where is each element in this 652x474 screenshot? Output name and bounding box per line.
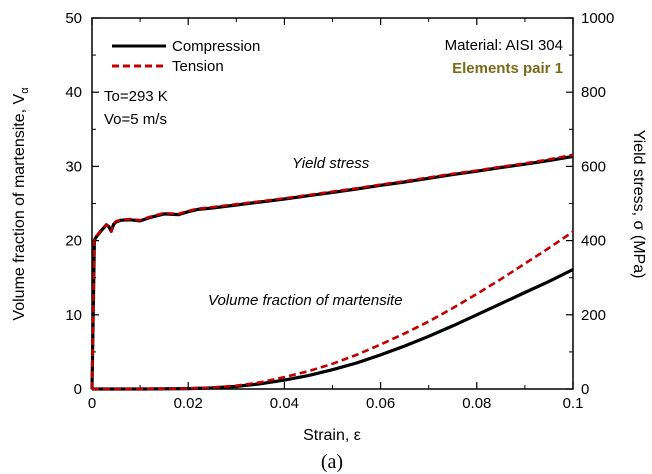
annotation-velocity: Vo=5 m/s (104, 111, 167, 128)
y-axis-left-title-subscript: α (19, 87, 31, 94)
annotation-temperature: To=293 K (104, 88, 168, 105)
y-right-tick-label: 1000 (581, 10, 614, 27)
ticks-layer (91, 17, 574, 390)
figure-caption: (a) (321, 451, 343, 473)
y-right-tick-label: 200 (581, 307, 606, 324)
x-tick-label: 0.04 (270, 395, 299, 412)
y-right-tick-label: 0 (581, 381, 589, 398)
y-left-tick-label: 30 (65, 158, 82, 175)
legend-compression-label: Compression (172, 38, 260, 55)
y-axis-right-title: Yield stress, σ (MPa) (630, 130, 647, 279)
x-tick-label: 0.1 (563, 395, 584, 412)
x-tick-label: 0 (88, 395, 96, 412)
y-left-tick-label: 0 (74, 381, 82, 398)
tick-labels-layer: 0 0.02 0.04 0.06 0.08 0.101020304050020040060… (65, 10, 614, 412)
y-right-tick-label: 800 (581, 84, 606, 101)
x-tick-label: 0.06 (366, 395, 395, 412)
y-left-tick-label: 40 (65, 84, 82, 101)
y-left-tick-label: 10 (65, 307, 82, 324)
legend: Compression Tension (112, 38, 260, 75)
svg-text:Volume fraction of martensite,: Volume fraction of martensite, Vα (11, 87, 31, 321)
annotation-volume-fraction: Volume fraction of martensite (208, 292, 403, 309)
annotation-material: Material: AISI 304 (445, 37, 563, 54)
legend-tension-label: Tension (172, 58, 224, 75)
svg-text:Yield stress, σ (MPa): Yield stress, σ (MPa) (630, 130, 647, 279)
y-axis-left-title: Volume fraction of martensite, Vα (11, 87, 31, 321)
y-left-tick-label: 20 (65, 233, 82, 250)
annotation-yield-stress: Yield stress (292, 155, 370, 172)
x-tick-label: 0.02 (174, 395, 203, 412)
annotation-elements: Elements pair 1 (452, 60, 563, 77)
series-layer (90, 153, 574, 391)
x-tick-label: 0.08 (462, 395, 491, 412)
series-line-compression-volume-fraction (92, 268, 574, 391)
x-axis-title: Strain, ε (303, 427, 361, 444)
y-axis-left-title-main: Volume fraction of martensite, V (11, 93, 28, 320)
series-line-tension-volume-fraction (92, 230, 574, 391)
series-line-tension-yield-stress (90, 153, 574, 390)
y-right-tick-label: 600 (581, 158, 606, 175)
y-left-tick-label: 50 (65, 10, 82, 27)
y-right-tick-label: 400 (581, 233, 606, 250)
